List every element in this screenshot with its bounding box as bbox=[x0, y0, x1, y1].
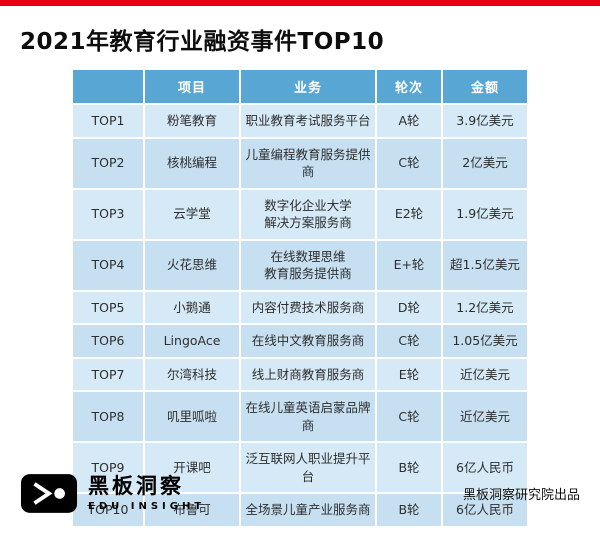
project-cell: 小鹅通 bbox=[143, 289, 241, 325]
table-row: TOP10 布鲁可 全场景儿童产业服务商 B轮 6亿人民币 bbox=[71, 492, 529, 528]
round-cell: E轮 bbox=[375, 356, 443, 392]
project-cell: 开课吧 bbox=[143, 441, 241, 494]
amount-cell: 1.9亿美元 bbox=[441, 187, 529, 241]
credit-text: 黑板洞察研究院出品 bbox=[462, 488, 580, 503]
rank-cell: TOP1 bbox=[71, 103, 145, 139]
round-cell: C轮 bbox=[375, 136, 443, 190]
table-row: TOP7 尔湾科技 线上财商教育服务商 E轮 近亿美元 bbox=[71, 356, 529, 392]
brand-subtitle: EDU INSIGHT bbox=[88, 501, 206, 513]
amount-cell: 超1.5亿美元 bbox=[441, 238, 529, 292]
page-title: 2021年教育行业融资事件TOP10 bbox=[20, 29, 385, 55]
rank-cell: TOP3 bbox=[71, 187, 145, 241]
business-cell: 泛互联网人职业提升平台 bbox=[239, 441, 377, 494]
table-row: TOP2 核桃编程 儿童编程教育服务提供商 C轮 2亿美元 bbox=[71, 136, 529, 190]
project-cell: 火花思维 bbox=[143, 238, 241, 292]
rank-cell: TOP10 bbox=[71, 492, 145, 528]
table-container: 项目 业务 轮次 金额 TOP1 粉笔教育 职业教育考试服务平台 A轮 3.9亿美元 TOP2 核… bbox=[0, 68, 600, 528]
brand-text: 黑板洞察 EDU INSIGHT bbox=[88, 473, 206, 513]
round-cell: B轮 bbox=[375, 441, 443, 494]
rank-cell: TOP8 bbox=[71, 390, 145, 443]
rank-cell: TOP4 bbox=[71, 238, 145, 292]
project-cell: 布鲁可 bbox=[143, 492, 241, 528]
round-cell: D轮 bbox=[375, 289, 443, 325]
edu-insight-logo-icon bbox=[20, 474, 78, 513]
business-cell: 职业教育考试服务平台 bbox=[239, 103, 377, 139]
business-cell: 数字化企业大学 解决方案服务商 bbox=[239, 187, 377, 241]
amount-cell: 6亿人民币 bbox=[441, 492, 529, 528]
amount-cell: 2亿美元 bbox=[441, 136, 529, 190]
table-row: TOP6 LingoAce 在线中文教育服务商 C轮 1.05亿美元 bbox=[71, 323, 529, 359]
amount-cell: 近亿美元 bbox=[441, 390, 529, 443]
project-cell: 粉笔教育 bbox=[143, 103, 241, 139]
column-header: 业务 bbox=[239, 68, 377, 105]
business-cell: 在线中文教育服务商 bbox=[239, 323, 377, 359]
brand-logo: 黑板洞察 EDU INSIGHT bbox=[20, 471, 205, 516]
business-cell: 全场景儿童产业服务商 bbox=[239, 492, 377, 528]
table-row: TOP8 叽里呱啦 在线儿童英语启蒙品牌商 C轮 近亿美元 bbox=[71, 390, 529, 443]
business-cell: 在线数理思维 教育服务提供商 bbox=[239, 238, 377, 292]
business-cell: 儿童编程教育服务提供商 bbox=[239, 136, 377, 190]
rank-cell: TOP7 bbox=[71, 356, 145, 392]
financing-table: 项目 业务 轮次 金额 TOP1 粉笔教育 职业教育考试服务平台 A轮 3.9亿美元 TOP2 核… bbox=[71, 68, 529, 528]
table-row: TOP1 粉笔教育 职业教育考试服务平台 A轮 3.9亿美元 bbox=[71, 103, 529, 139]
round-cell: E2轮 bbox=[375, 187, 443, 241]
brand-name: 黑板洞察 bbox=[88, 473, 184, 498]
round-cell: E+轮 bbox=[375, 238, 443, 292]
column-header: 项目 bbox=[143, 68, 241, 105]
amount-cell: 6亿人民币 bbox=[441, 441, 529, 494]
table-row: TOP3 云学堂 数字化企业大学 解决方案服务商 E2轮 1.9亿美元 bbox=[71, 187, 529, 241]
table-row: TOP5 小鹅通 内容付费技术服务商 D轮 1.2亿美元 bbox=[71, 289, 529, 325]
amount-cell: 1.05亿美元 bbox=[441, 323, 529, 359]
table-row: TOP4 火花思维 在线数理思维 教育服务提供商 E+轮 超1.5亿美元 bbox=[71, 238, 529, 292]
column-header bbox=[71, 68, 145, 105]
round-cell: C轮 bbox=[375, 323, 443, 359]
business-cell: 线上财商教育服务商 bbox=[239, 356, 377, 392]
rank-cell: TOP9 bbox=[71, 441, 145, 494]
column-header: 金额 bbox=[441, 68, 529, 105]
amount-cell: 近亿美元 bbox=[441, 356, 529, 392]
rank-cell: TOP2 bbox=[71, 136, 145, 190]
project-cell: 核桃编程 bbox=[143, 136, 241, 190]
business-cell: 内容付费技术服务商 bbox=[239, 289, 377, 325]
round-cell: B轮 bbox=[375, 492, 443, 528]
rank-cell: TOP6 bbox=[71, 323, 145, 359]
project-cell: 尔湾科技 bbox=[143, 356, 241, 392]
project-cell: 叽里呱啦 bbox=[143, 390, 241, 443]
project-cell: 云学堂 bbox=[143, 187, 241, 241]
project-cell: LingoAce bbox=[143, 323, 241, 359]
rank-cell: TOP5 bbox=[71, 289, 145, 325]
column-header: 轮次 bbox=[375, 68, 443, 105]
business-cell: 在线儿童英语启蒙品牌商 bbox=[239, 390, 377, 443]
amount-cell: 3.9亿美元 bbox=[441, 103, 529, 139]
table-header-row: 项目 业务 轮次 金额 bbox=[71, 68, 529, 105]
footer: 黑板洞察 EDU INSIGHT 黑板洞察研究院出品 bbox=[0, 471, 600, 536]
amount-cell: 1.2亿美元 bbox=[441, 289, 529, 325]
table-row: TOP9 开课吧 泛互联网人职业提升平台 B轮 6亿人民币 bbox=[71, 441, 529, 494]
round-cell: A轮 bbox=[375, 103, 443, 139]
top-accent-bar bbox=[0, 0, 600, 6]
round-cell: C轮 bbox=[375, 390, 443, 443]
